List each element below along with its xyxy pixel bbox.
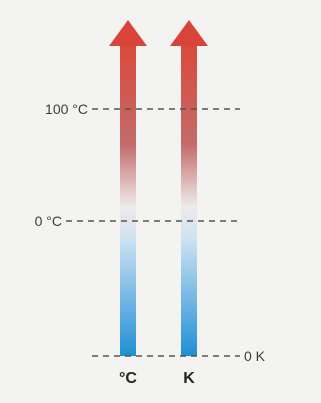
label-100c: 100 °C xyxy=(45,101,88,117)
column-label-kelvin: K xyxy=(183,370,195,387)
column-label-celsius: °C xyxy=(119,370,137,387)
label-0c: 0 °C xyxy=(35,213,62,229)
celsius-column-arrow xyxy=(109,20,147,356)
kelvin-column-arrow xyxy=(170,20,208,356)
label-0k: 0 K xyxy=(244,348,266,364)
